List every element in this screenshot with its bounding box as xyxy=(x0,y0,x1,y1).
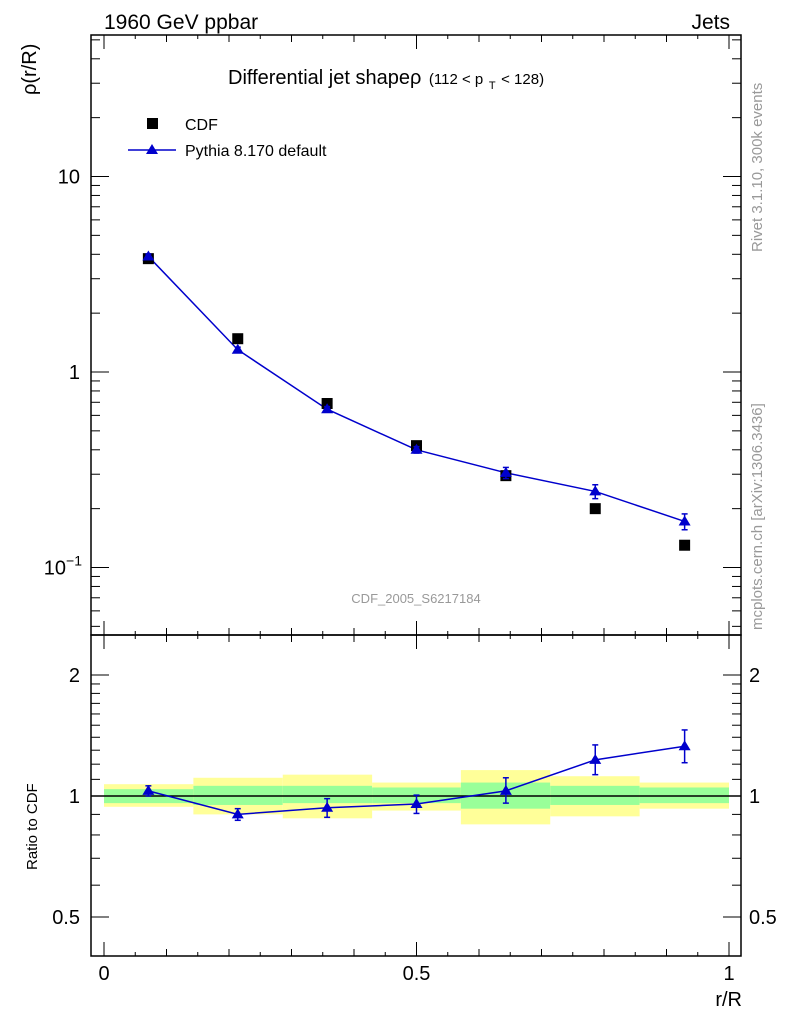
ratio-y-tick-label-left: 0.5 xyxy=(52,907,80,929)
pythia-point xyxy=(678,515,691,526)
main-title-text: Differential jet shapeρ xyxy=(228,67,421,89)
ratio-pythia-point xyxy=(142,784,155,795)
main-series-layer xyxy=(142,250,691,551)
rivet-version-label: Rivet 3.1.10, 300k events xyxy=(749,83,766,252)
ratio-y-tick-labels: 0.5 0.5 1 1 2 2 xyxy=(52,665,777,929)
main-y-axis-label: ρ(r/R) xyxy=(19,44,41,95)
main-title-range-start: (112 < p xyxy=(429,71,483,88)
ratio-pythia-point xyxy=(499,784,512,795)
cdf-point xyxy=(679,539,691,551)
ratio-pythia-point xyxy=(678,740,691,751)
ratio-pythia-point xyxy=(231,808,244,819)
cdf-point xyxy=(232,333,244,345)
x-tick-labels: 0 0.5 1 xyxy=(98,963,734,985)
x-tick-label: 0 xyxy=(98,963,109,985)
ratio-series-layer xyxy=(142,729,691,822)
ratio-y-tick-label-left: 2 xyxy=(69,665,80,687)
main-title-range-end: < 128) xyxy=(501,71,544,88)
ratio-panel: 0.5 0.51 12 2 0 0.5 1 Ratio to CDF r/R xyxy=(24,634,777,1011)
mcplots-label: mcplots.cern.ch [arXiv:1306.3436] xyxy=(749,403,766,630)
header-energy-label: 1960 GeV ppbar xyxy=(104,11,258,34)
ratio-y-axis-label: Ratio to CDF xyxy=(24,783,41,870)
pythia-point xyxy=(142,250,155,261)
main-y-tick-label-base: 10 xyxy=(44,558,66,580)
legend-label-pythia: Pythia 8.170 default xyxy=(185,143,327,160)
pythia-line xyxy=(147,255,685,523)
x-tick-label: 0.5 xyxy=(403,963,431,985)
main-title-range-subscript: T xyxy=(489,80,496,92)
ratio-frame xyxy=(90,634,742,957)
pythia-point xyxy=(231,343,244,354)
main-y-tick-label-exponent: −1 xyxy=(66,553,82,569)
pythia-point xyxy=(589,485,602,496)
x-tick-label: 1 xyxy=(723,963,734,985)
cdf-point xyxy=(589,503,601,515)
analysis-watermark: CDF_2005_S6217184 xyxy=(351,591,480,606)
ratio-y-tick-label-right: 2 xyxy=(749,665,760,687)
ratio-pythia-point xyxy=(589,753,602,764)
main-y-tick-label: 1 xyxy=(69,362,80,384)
pythia-point xyxy=(410,443,423,454)
pythia-point xyxy=(321,403,334,414)
ratio-pythia-point xyxy=(410,798,423,809)
main-y-tick-label: 10−1 xyxy=(44,553,82,580)
main-title: Differential jet shapeρ (112 < p T < 128… xyxy=(228,67,544,94)
x-axis-label: r/R xyxy=(715,989,742,1011)
pythia-point xyxy=(499,466,512,477)
main-axis-ticks xyxy=(91,35,741,635)
header-category-label: Jets xyxy=(691,11,730,34)
legend-marker-pythia xyxy=(146,144,158,154)
legend: CDF Pythia 8.170 default xyxy=(128,117,327,160)
main-y-tick-label: 10 xyxy=(58,167,80,189)
ratio-band-inner xyxy=(282,785,373,804)
ratio-pythia-point xyxy=(321,801,334,812)
ratio-y-tick-label-right: 0.5 xyxy=(749,907,777,929)
legend-label-cdf: CDF xyxy=(185,117,218,134)
ratio-y-tick-label-right: 1 xyxy=(749,786,760,808)
ratio-y-tick-label-left: 1 xyxy=(69,786,80,808)
legend-marker-cdf xyxy=(147,118,158,129)
